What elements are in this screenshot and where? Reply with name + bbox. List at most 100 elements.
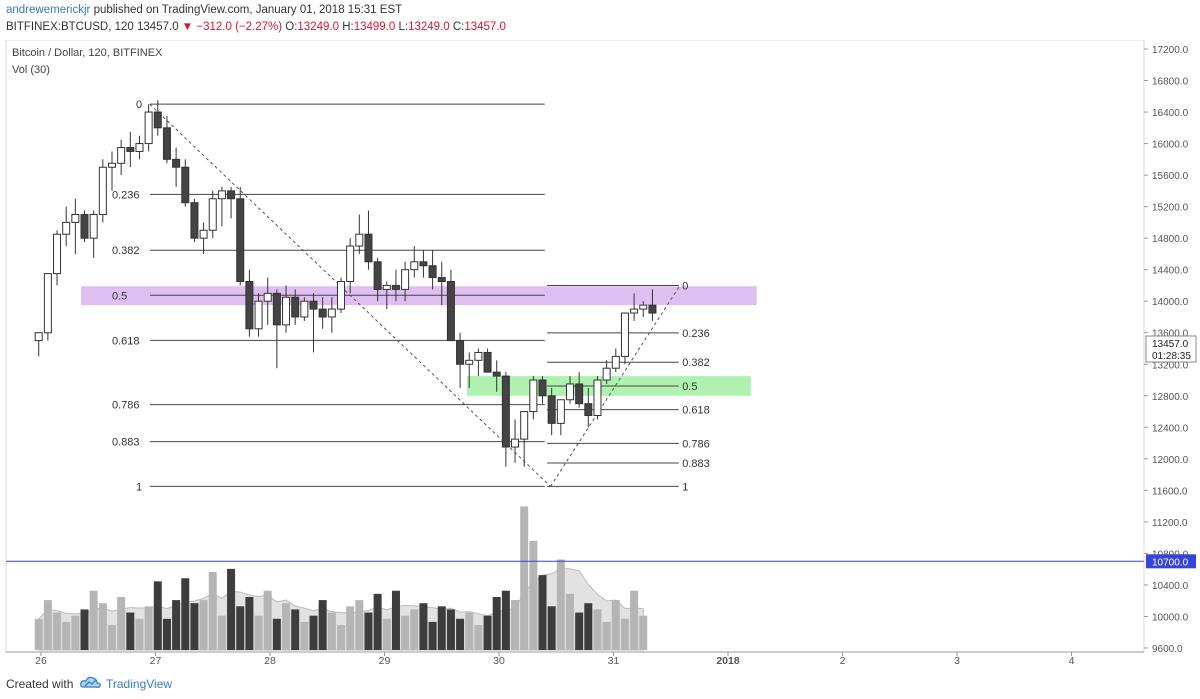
candle-down — [419, 261, 428, 267]
candle-down — [575, 383, 584, 405]
volume-bar — [391, 590, 400, 650]
volume-bar — [639, 615, 648, 650]
open-value: 13249.0 — [297, 21, 339, 33]
btc-candlestick-chart[interactable]: Bitcoin / Dollar, 120, BITFINEX Vol (30)… — [0, 40, 1200, 669]
published-text: published on TradingView.com, January 01… — [93, 4, 403, 16]
hline-price-value: 10700.0 — [1152, 557, 1189, 568]
volume-pane — [34, 506, 648, 651]
volume-bar — [593, 609, 602, 650]
last-price-tag — [1145, 335, 1197, 363]
y-tick-label: 14000.0 — [1152, 297, 1189, 308]
volume-bar — [117, 596, 126, 650]
volume-bar — [584, 603, 593, 650]
volume-bar — [346, 606, 355, 650]
volume-bar — [227, 568, 236, 650]
volume-bar — [401, 615, 410, 650]
volume-bar — [483, 615, 492, 650]
last-price: 13457.0 — [137, 21, 179, 33]
volume-bar — [437, 606, 446, 650]
y-tick-label: 11600.0 — [1152, 486, 1188, 497]
volume-bar — [575, 612, 584, 650]
candle-down — [227, 190, 236, 200]
candle-up — [511, 438, 520, 448]
volume-bar — [446, 609, 455, 650]
volume-bar — [602, 621, 611, 650]
candle-up — [410, 261, 419, 271]
candle-up — [327, 308, 336, 318]
candle-down — [126, 147, 135, 152]
volume-bar — [529, 540, 538, 650]
tradingview-brand[interactable]: TradingView — [106, 677, 173, 691]
y-tick-label: 10000.0 — [1152, 612, 1189, 623]
volume-bar — [98, 603, 107, 650]
footer: Created with TradingView — [0, 669, 1200, 699]
candle-up — [263, 292, 272, 302]
candle-down — [162, 127, 171, 160]
hline-price-tag — [1146, 554, 1196, 569]
author-link[interactable]: andrewemerickjr — [6, 4, 91, 16]
fib-right-level-label: 0.618 — [682, 405, 710, 417]
candle-up — [355, 233, 364, 247]
y-tick-label: 14400.0 — [1152, 266, 1189, 277]
volume-bar — [410, 609, 419, 650]
volume-bar — [153, 581, 162, 650]
volume-bar — [373, 593, 382, 650]
volume-bar — [53, 612, 62, 650]
x-tick-label: 2018 — [716, 655, 740, 667]
fib-left-level-label: 0 — [136, 99, 142, 111]
fib-right-level-label: 0.883 — [682, 458, 710, 470]
candle-up — [639, 304, 648, 310]
candles — [34, 100, 657, 467]
time-axis[interactable]: 26 27 28 29 30 31 2018 2 3 4 — [6, 651, 1144, 667]
fib-left-level-label: 0.382 — [112, 245, 140, 257]
candle-up — [556, 399, 565, 424]
candle-up — [602, 367, 611, 381]
candle-down — [80, 214, 89, 239]
volume-bar — [263, 590, 272, 650]
candle-up — [282, 296, 291, 326]
fib-left-level-label: 0.5 — [112, 290, 127, 302]
candle-down — [245, 281, 254, 330]
candle-up — [465, 359, 474, 365]
candle-down — [318, 308, 327, 318]
volume-bar — [272, 618, 281, 650]
volume-bar — [282, 603, 291, 650]
y-tick-label: 15600.0 — [1152, 171, 1189, 182]
candle-up — [71, 214, 80, 223]
candle-up — [89, 214, 98, 239]
fib-right-level-label: 1 — [682, 481, 688, 493]
fib-left-level-label: 0.618 — [112, 335, 140, 347]
volume-bar — [556, 559, 565, 650]
fib-left-level-label: 0.236 — [112, 189, 140, 201]
x-tick-label: 31 — [608, 655, 620, 667]
down-arrow-icon: ▼ — [181, 21, 194, 33]
volume-bar — [126, 612, 135, 650]
candle-down — [437, 277, 446, 283]
candle-down — [172, 158, 181, 168]
candle-up — [53, 233, 62, 275]
candle-up — [98, 166, 107, 216]
price-axis[interactable]: 17200.0 16800.0 16400.0 16000.0 15600.0 15200… — [1144, 45, 1197, 655]
ohlc-line: BITFINEX:BTCUSD, 120 13457.0 ▼ −312.0 (−… — [6, 21, 506, 33]
candle-down — [483, 351, 492, 373]
candle-down — [190, 202, 199, 239]
last-price-value: 13457.0 — [1152, 339, 1189, 350]
x-tick-label: 28 — [264, 655, 276, 667]
candle-down — [272, 292, 281, 326]
volume-bar — [217, 615, 226, 650]
candle-down — [236, 198, 245, 283]
x-tick-label: 3 — [954, 655, 960, 667]
candle-up — [34, 332, 43, 342]
volume-bar — [300, 621, 309, 650]
candle-down — [584, 403, 593, 416]
volume-bar — [162, 618, 171, 650]
candle-down — [501, 375, 510, 448]
volume-bar — [630, 590, 639, 650]
volume-bar — [172, 600, 181, 650]
candle-down — [492, 371, 501, 377]
y-tick-label: 12400.0 — [1152, 423, 1189, 434]
fib-left-level-label: 1 — [136, 481, 142, 493]
chart-header: andrewemerickjr published on TradingView… — [0, 0, 1200, 40]
volume-bar — [474, 625, 483, 650]
candle-down — [538, 379, 547, 397]
